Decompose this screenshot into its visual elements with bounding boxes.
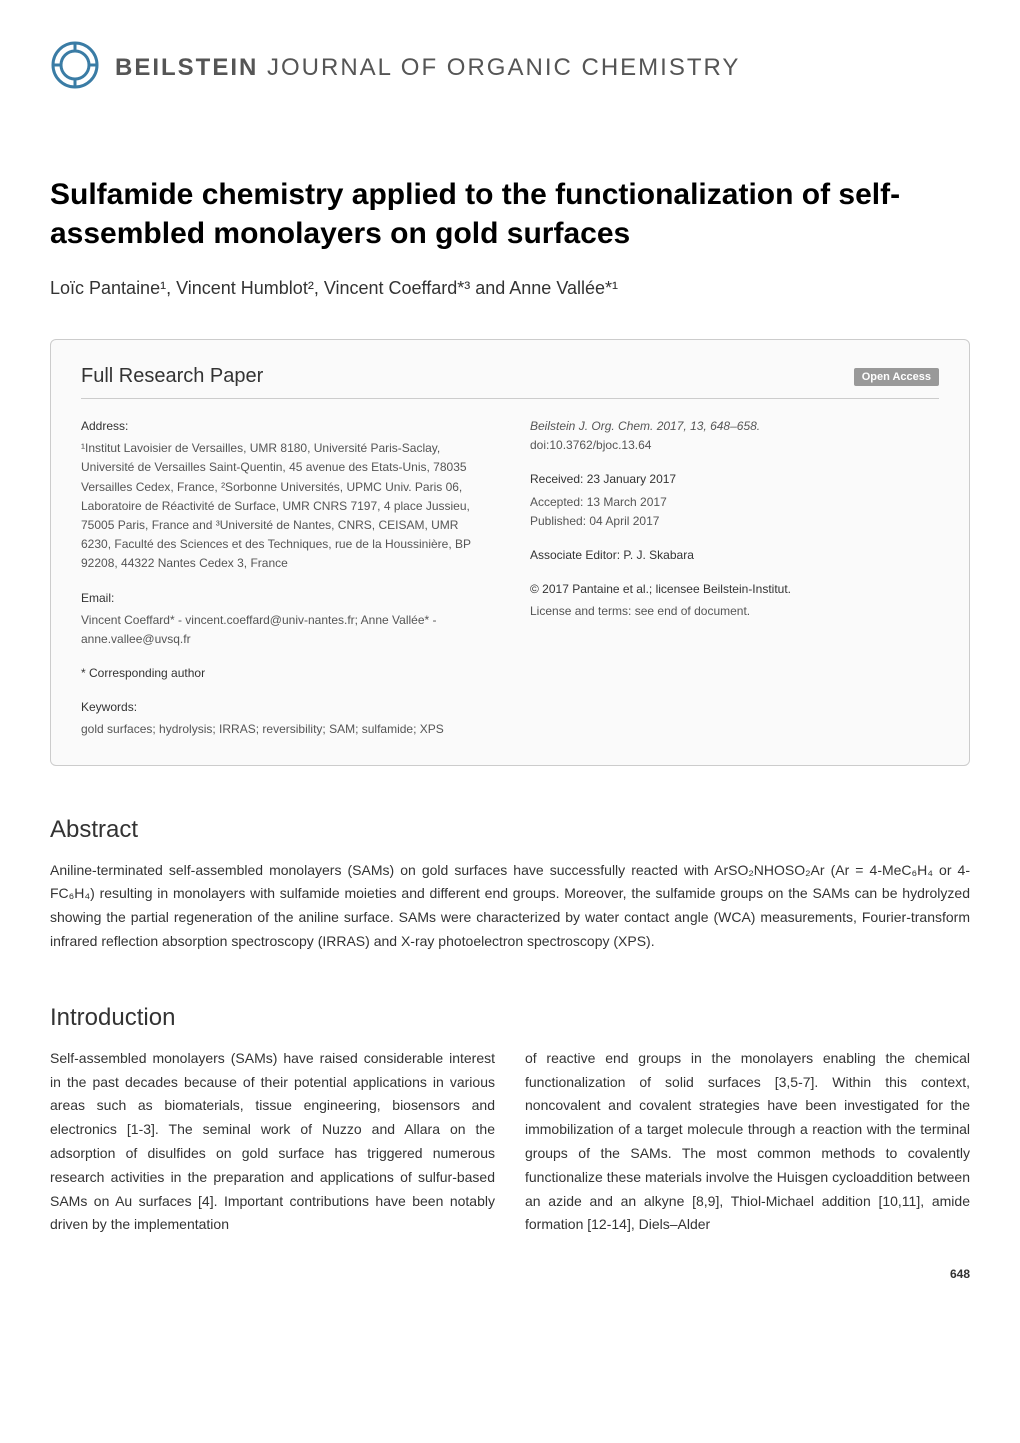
paper-title: Sulfamide chemistry applied to the funct… — [50, 175, 970, 253]
associate-editor: Associate Editor: P. J. Skabara — [530, 546, 939, 565]
keywords-label: Keywords: — [81, 698, 490, 717]
metadata-right-column: Beilstein J. Org. Chem. 2017, 13, 648–65… — [530, 417, 939, 740]
abstract-text: Aniline-terminated self-assembled monola… — [50, 859, 970, 954]
email-label: Email: — [81, 589, 490, 608]
journal-name-prefix: BEILSTEIN — [115, 54, 258, 81]
metadata-columns: Address: ¹Institut Lavoisier de Versaill… — [81, 417, 939, 740]
introduction-columns: Self-assembled monolayers (SAMs) have ra… — [50, 1047, 970, 1237]
keywords-text: gold surfaces; hydrolysis; IRRAS; revers… — [81, 720, 490, 739]
journal-header: BEILSTEIN JOURNAL OF ORGANIC CHEMISTRY — [50, 40, 970, 95]
author-list: Loïc Pantaine¹, Vincent Humblot², Vincen… — [50, 278, 970, 299]
journal-name: BEILSTEIN JOURNAL OF ORGANIC CHEMISTRY — [115, 54, 740, 82]
address-text: ¹Institut Lavoisier de Versailles, UMR 8… — [81, 439, 490, 573]
journal-name-suffix: JOURNAL OF ORGANIC CHEMISTRY — [258, 54, 740, 81]
metadata-box: Full Research Paper Open Access Address:… — [50, 339, 970, 766]
introduction-column-1: Self-assembled monolayers (SAMs) have ra… — [50, 1047, 495, 1237]
doi-text: doi:10.3762/bjoc.13.64 — [530, 436, 939, 455]
accepted-date: Accepted: 13 March 2017 — [530, 493, 939, 512]
abstract-heading: Abstract — [50, 816, 970, 844]
license-line-2: License and terms: see end of document. — [530, 602, 939, 621]
corresponding-author-note: * Corresponding author — [81, 664, 490, 683]
introduction-column-2: of reactive end groups in the monolayers… — [525, 1047, 970, 1237]
received-date: Received: 23 January 2017 — [530, 470, 939, 489]
license-line-1: © 2017 Pantaine et al.; licensee Beilste… — [530, 580, 939, 599]
introduction-heading: Introduction — [50, 1004, 970, 1032]
metadata-header: Full Research Paper Open Access — [81, 365, 939, 399]
citation-text: Beilstein J. Org. Chem. 2017, 13, 648–65… — [530, 417, 939, 436]
beilstein-logo-icon — [50, 40, 115, 95]
metadata-left-column: Address: ¹Institut Lavoisier de Versaill… — [81, 417, 490, 740]
address-label: Address: — [81, 417, 490, 436]
page-number: 648 — [50, 1267, 970, 1281]
email-text: Vincent Coeffard* - vincent.coeffard@uni… — [81, 611, 490, 649]
published-date: Published: 04 April 2017 — [530, 512, 939, 531]
paper-type-label: Full Research Paper — [81, 365, 263, 388]
open-access-badge: Open Access — [854, 368, 939, 386]
